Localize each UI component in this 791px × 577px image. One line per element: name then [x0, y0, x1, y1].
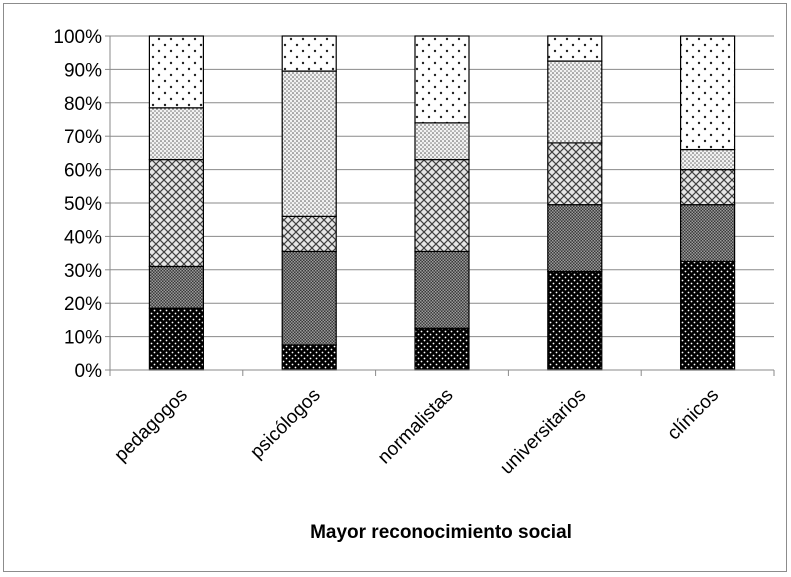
y-tick-label: 40%	[64, 227, 102, 248]
bar-segment-pedagogos-3	[148, 158, 204, 268]
bar-segment-universitarios-4	[547, 60, 603, 144]
bar-segment-normalistas-2	[414, 250, 470, 329]
x-category-label: normalistas	[374, 385, 458, 469]
bar-segment-pedagogos-5	[148, 35, 204, 109]
bar-segment-clínicos-5	[679, 35, 736, 151]
bar-segment-normalistas-4	[414, 122, 470, 161]
bar-segment-psicólogos-2	[281, 250, 337, 346]
bar-segment-universitarios-1	[547, 270, 603, 371]
bar-segment-universitarios-3	[547, 142, 603, 206]
y-tick-label: 80%	[64, 94, 102, 115]
y-tick-labels: 0% 10% 20% 30% 40% 50% 60% 70% 80% 90% 100%	[53, 27, 102, 382]
bar-segment-universitarios-2	[547, 204, 603, 273]
y-tick-label: 10%	[64, 328, 102, 349]
x-category-label: clínicos	[663, 385, 723, 445]
y-tick-label: 30%	[64, 261, 102, 282]
bar-segment-psicólogos-1	[281, 344, 337, 371]
bar-segment-clínicos-1	[679, 260, 736, 371]
axes	[109, 36, 775, 376]
bar-segment-clínicos-4	[679, 148, 736, 171]
bar-segment-pedagogos-1	[148, 307, 204, 371]
y-tick-label: 70%	[64, 127, 102, 148]
x-category-label: psicólogos	[246, 385, 324, 463]
y-tick-label: 100%	[53, 27, 102, 48]
x-category-label: universitarios	[496, 385, 590, 479]
bar-segment-universitarios-5	[547, 35, 603, 62]
bar-segment-normalistas-3	[414, 158, 470, 253]
chart-frame	[3, 3, 787, 572]
bar-segment-normalistas-5	[414, 35, 470, 124]
y-tick-label: 90%	[64, 60, 102, 81]
bars	[148, 35, 736, 371]
bar-segment-clínicos-2	[679, 204, 736, 263]
bar-segment-clínicos-3	[679, 169, 736, 206]
bar-segment-normalistas-1	[414, 327, 470, 371]
y-tick-label: 0%	[75, 361, 103, 382]
y-tick-label: 50%	[64, 194, 102, 215]
bar-segment-psicólogos-5	[281, 35, 337, 72]
x-category-labels: pedagogos psicólogos normalistas universita…	[111, 385, 724, 479]
y-tick-label: 20%	[64, 294, 102, 315]
bar-segment-psicólogos-4	[281, 70, 337, 217]
bar-segment-pedagogos-4	[148, 107, 204, 161]
x-category-label: pedagogos	[111, 385, 192, 466]
bar-segment-psicólogos-3	[281, 215, 337, 253]
bar-segment-pedagogos-2	[148, 265, 204, 309]
y-tick-label: 60%	[64, 161, 102, 182]
x-axis-title: Mayor reconocimiento social	[310, 522, 572, 543]
